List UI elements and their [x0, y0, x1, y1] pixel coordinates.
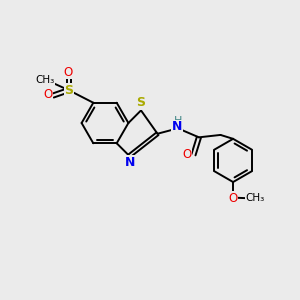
Text: H: H [174, 116, 182, 126]
Text: CH₃: CH₃ [35, 75, 54, 85]
Text: O: O [182, 148, 191, 161]
Text: N: N [172, 120, 182, 133]
Text: N: N [125, 156, 135, 169]
Text: O: O [64, 66, 73, 79]
Text: CH₃: CH₃ [245, 193, 264, 203]
Text: S: S [136, 96, 145, 110]
Text: O: O [43, 88, 52, 100]
Text: O: O [228, 192, 237, 205]
Text: S: S [64, 84, 74, 97]
